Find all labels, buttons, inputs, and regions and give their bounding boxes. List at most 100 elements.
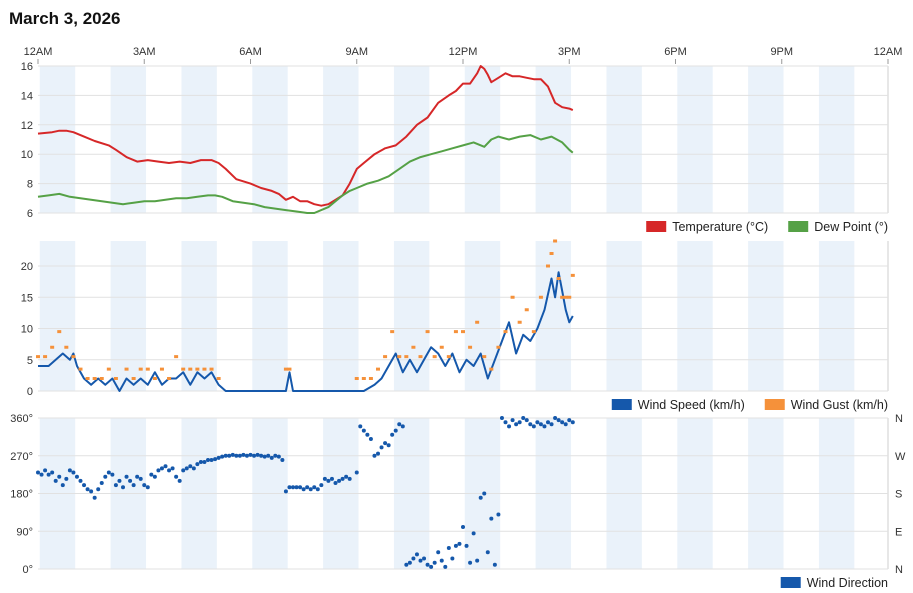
legend-swatch[interactable] xyxy=(780,577,801,588)
wind-gust-point xyxy=(503,330,508,334)
time-band xyxy=(818,241,855,391)
wind-gust-point xyxy=(404,355,409,359)
wind-direction-point xyxy=(503,420,508,425)
wind-gust-point xyxy=(209,367,214,371)
wind-direction-point xyxy=(167,468,172,473)
wind-direction-point xyxy=(135,474,140,479)
time-band xyxy=(393,66,430,213)
wind-gust-point xyxy=(560,295,565,299)
wind-gust-point xyxy=(216,377,221,380)
wind-direction-point xyxy=(461,525,465,530)
wind-direction-point xyxy=(347,476,352,481)
wind-direction-point xyxy=(156,468,161,473)
wind-gust-point xyxy=(124,367,129,371)
wind-direction-point xyxy=(556,418,561,423)
legend-label[interactable]: Wind Speed (km/h) xyxy=(638,398,745,412)
wind-direction-point xyxy=(379,445,384,450)
wind-direction-point xyxy=(96,487,101,492)
wind-direction-point xyxy=(542,424,547,429)
legend-swatch[interactable] xyxy=(788,221,809,232)
y-tick-label: 8 xyxy=(27,179,33,191)
wind-direction-point xyxy=(471,531,476,536)
legend-swatch[interactable] xyxy=(764,399,785,410)
wind-gust-point xyxy=(553,239,558,243)
wind-direction-point xyxy=(113,483,118,488)
wind-direction-point xyxy=(457,541,462,546)
wind-direction-point xyxy=(570,420,575,425)
wind-direction-point xyxy=(298,485,303,490)
time-tick-label: 12AM xyxy=(24,46,53,58)
wind-direction-point xyxy=(248,452,253,457)
wind-direction-point xyxy=(393,428,398,433)
wind-direction-point xyxy=(549,422,554,427)
y-tick-label: 16 xyxy=(21,61,33,73)
time-tick-label: 12AM xyxy=(874,46,903,58)
legend-label[interactable]: Temperature (°C) xyxy=(672,220,768,234)
wind-gust-point xyxy=(159,367,164,371)
wind-direction-point xyxy=(404,562,409,567)
wind-direction-point xyxy=(344,474,349,479)
wind-direction-point xyxy=(209,457,214,462)
wind-gust-point xyxy=(138,367,143,371)
wind-direction-point xyxy=(308,487,313,492)
wind-direction-point xyxy=(482,491,487,496)
wind-direction-point xyxy=(485,550,490,555)
wind-direction-point xyxy=(567,418,572,423)
wind-direction-point xyxy=(450,556,455,561)
time-band xyxy=(393,241,430,391)
y-tick-label: 12 xyxy=(21,120,33,132)
wind-direction-point xyxy=(106,470,111,475)
wind-gust-point xyxy=(152,377,157,380)
wind-gust-point xyxy=(563,295,568,299)
wind-direction-point xyxy=(521,416,526,420)
wind-direction-point xyxy=(397,422,402,427)
wind-direction-point xyxy=(152,474,157,479)
wind-direction-point xyxy=(546,420,550,425)
wind-gust-point xyxy=(71,355,76,359)
y-tick-label: 0° xyxy=(22,564,33,576)
wind-direction-point xyxy=(50,470,55,475)
wind-direction-point xyxy=(312,485,317,490)
wind-direction-point xyxy=(425,562,430,567)
wind-direction-point xyxy=(67,468,72,473)
wind-direction-point xyxy=(57,474,62,479)
wind-direction-point xyxy=(259,453,264,458)
time-band xyxy=(181,66,217,213)
wind-direction-point xyxy=(74,474,79,479)
legends: Dew Point (°) Temperature (°C) Wind Gust (… xyxy=(611,220,888,590)
legend-label[interactable]: Wind Gust (km/h) xyxy=(791,398,888,412)
wind-gust-point xyxy=(538,295,543,299)
wind-direction-point xyxy=(213,457,218,462)
legend-label[interactable]: Wind Direction xyxy=(807,576,888,590)
wind-direction-point xyxy=(202,460,207,465)
wind-direction-point xyxy=(492,562,497,567)
wind-direction-point xyxy=(46,472,51,477)
y-tick-label: 14 xyxy=(21,90,33,102)
legend-swatch[interactable] xyxy=(611,399,632,410)
wind-direction-point xyxy=(301,487,306,492)
wind-direction-point xyxy=(553,416,558,420)
compass-tick-label: N xyxy=(895,413,903,425)
dew-point-line xyxy=(37,134,574,214)
wind-gust-point xyxy=(78,367,83,371)
wind-direction-point xyxy=(507,424,512,429)
legend-label[interactable]: Dew Point (°) xyxy=(814,220,888,234)
wind-direction-point xyxy=(174,474,179,479)
wind-gust-point xyxy=(287,367,292,371)
wind-gust-point xyxy=(92,377,97,380)
wind-gust-point xyxy=(181,367,186,371)
wind-direction-point xyxy=(407,560,412,565)
time-band xyxy=(748,241,784,391)
wind-direction-point xyxy=(188,464,193,469)
wind-direction-point xyxy=(468,560,473,565)
wind-direction-point xyxy=(354,470,359,475)
wind-direction-point xyxy=(177,478,182,483)
wind-direction-point xyxy=(322,476,327,481)
compass-tick-label: S xyxy=(895,489,902,501)
legend-swatch[interactable] xyxy=(646,221,667,232)
time-band xyxy=(323,241,359,391)
wind-direction-point xyxy=(206,457,210,462)
wind-direction-point xyxy=(223,453,228,458)
wind-direction-point xyxy=(159,466,164,471)
